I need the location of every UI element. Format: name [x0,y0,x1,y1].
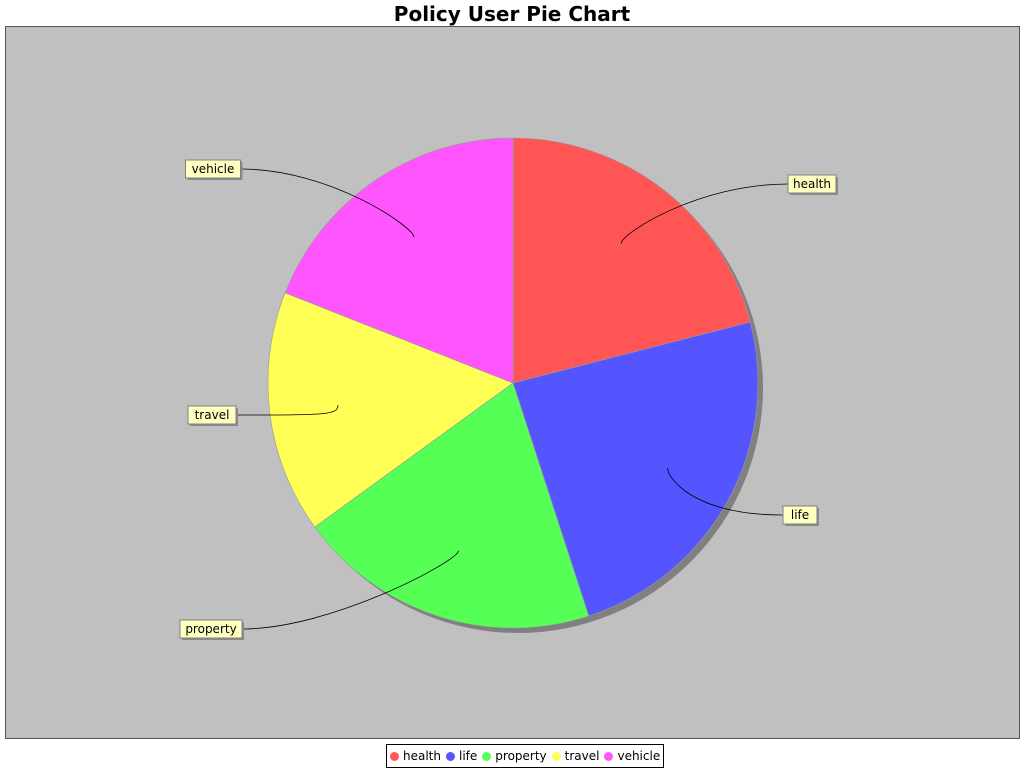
chart-title: Policy User Pie Chart [393,2,631,26]
slice-label-property: property [179,619,244,640]
slice-label-text: property [185,622,236,636]
slice-label-box [187,405,237,425]
pie-slice-vehicle [284,137,514,384]
leader-line-property [241,550,459,630]
legend-swatch [390,751,399,761]
legend-item-life: life [446,749,477,763]
pie-chart: health life property travel vehicle [179,137,838,640]
pie-slice-life [512,321,759,617]
slice-label-box [782,505,818,525]
legend-item-travel: travel [551,749,600,763]
leader-line-life [667,467,784,516]
pie-slice-travel [267,292,514,528]
legend-swatch [482,751,492,761]
pie-slice-property [314,382,590,629]
slice-label-text: vehicle [192,162,235,176]
legend-label: vehicle [617,749,661,763]
slice-label-box [179,619,243,639]
legend-swatch [551,751,561,761]
slice-label-travel: travel [187,405,238,426]
legend-swatch [446,751,455,761]
slice-label-health: health [787,174,838,195]
legend-label: health [403,749,441,763]
slice-label-text: health [793,177,831,191]
legend-swatch [604,751,614,761]
legend-label: life [459,749,478,763]
plot-area: health life property travel vehicle [5,26,1020,739]
legend-label: property [495,749,547,763]
leader-line-health [620,183,789,244]
slice-label-box [787,174,837,194]
legend-item-property: property [482,749,547,763]
legend-item-health: health [390,749,441,763]
legend-label: travel [564,749,600,763]
leader-line-vehicle [240,168,415,238]
slice-label-text: travel [195,408,230,422]
slice-label-box [185,159,241,179]
pie-slice-health [512,137,751,384]
legend: health life property travel vehicle [386,744,665,768]
leader-line-travel [235,405,339,416]
legend-item-vehicle: vehicle [604,749,660,763]
slice-label-text: life [791,508,809,522]
slice-label-vehicle: vehicle [185,159,243,180]
slice-label-life: life [782,505,819,526]
